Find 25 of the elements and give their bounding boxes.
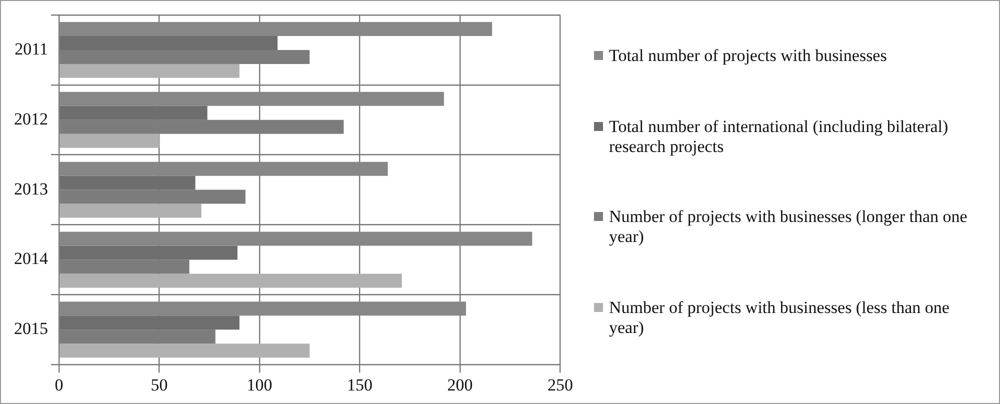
bar bbox=[60, 134, 160, 148]
x-tick-label: 250 bbox=[548, 375, 573, 394]
bar bbox=[60, 64, 240, 78]
bar bbox=[60, 22, 492, 36]
x-tick-label: 0 bbox=[54, 375, 64, 394]
legend-label: Number of projects with businesses (longer than one year) bbox=[609, 207, 968, 248]
bar bbox=[60, 274, 402, 288]
y-tick-label: 2013 bbox=[14, 179, 48, 198]
x-tick-label: 150 bbox=[347, 375, 372, 394]
x-tick-label: 50 bbox=[150, 375, 168, 394]
y-tick-label: 2014 bbox=[14, 249, 48, 268]
bar bbox=[60, 162, 388, 176]
legend-label: Total number of international (including bilateral) research projects bbox=[609, 116, 950, 157]
bar bbox=[60, 204, 202, 218]
bar bbox=[60, 232, 532, 246]
bar bbox=[60, 344, 310, 358]
legend-label: Number of projects with businesses (less than one year) bbox=[609, 298, 950, 338]
legend-label: Total number of projects with businesses bbox=[609, 46, 887, 66]
x-tick-label: 100 bbox=[246, 375, 272, 394]
y-tick-label: 2012 bbox=[14, 109, 48, 128]
y-tick-label: 2011 bbox=[14, 39, 48, 58]
x-tick-label: 200 bbox=[447, 375, 473, 394]
bar bbox=[60, 302, 466, 316]
bar bbox=[60, 92, 444, 106]
y-tick-label: 2015 bbox=[14, 319, 48, 338]
